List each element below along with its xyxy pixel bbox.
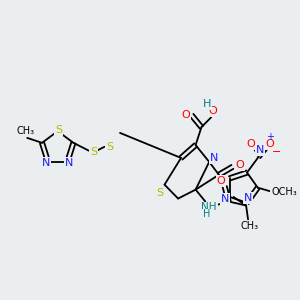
Text: O: O [217,176,225,186]
Text: N: N [65,158,74,168]
Text: N: N [244,193,252,203]
Text: CH₃: CH₃ [16,126,34,136]
Text: −: − [272,147,281,157]
Text: N: N [42,158,50,168]
Text: O: O [182,110,190,120]
Text: N: N [256,145,264,155]
Text: H: H [203,99,212,110]
Text: S: S [106,142,113,152]
Text: +: + [266,132,274,142]
Text: O: O [235,160,244,170]
Text: O: O [247,139,255,149]
Text: S: S [55,125,62,135]
Text: S: S [90,147,98,157]
Text: O: O [209,106,218,116]
Text: NH: NH [201,202,217,212]
Text: O: O [265,139,274,149]
Text: CH₃: CH₃ [241,221,259,231]
Text: S: S [156,188,163,198]
Text: H: H [202,209,210,219]
Text: OCH₃: OCH₃ [271,187,297,196]
Text: N: N [220,194,229,204]
Text: N: N [210,153,218,163]
